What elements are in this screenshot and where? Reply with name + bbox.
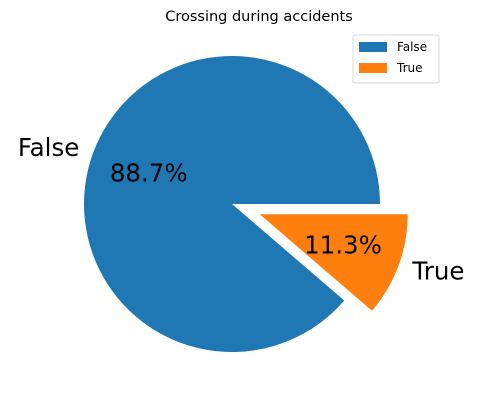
legend-swatch-false	[359, 42, 387, 52]
pct-label-true: 11.3%	[304, 231, 382, 260]
chart-legend: False True	[352, 34, 440, 84]
pct-label-false: 88.7%	[110, 159, 188, 188]
slice-label-true: True	[411, 256, 464, 285]
pie-labels: 88.7% False 11.3% True	[18, 133, 465, 285]
pie-slices	[83, 55, 408, 353]
slice-label-false: False	[18, 133, 80, 162]
legend-label-true: True	[396, 61, 423, 75]
pie-slice-false	[83, 55, 380, 353]
chart-title: Crossing during accidents	[165, 9, 353, 25]
legend-label-false: False	[397, 40, 427, 54]
legend-entries: False True	[359, 40, 427, 75]
pie-slice-true	[259, 214, 408, 311]
legend-swatch-true	[359, 63, 387, 73]
